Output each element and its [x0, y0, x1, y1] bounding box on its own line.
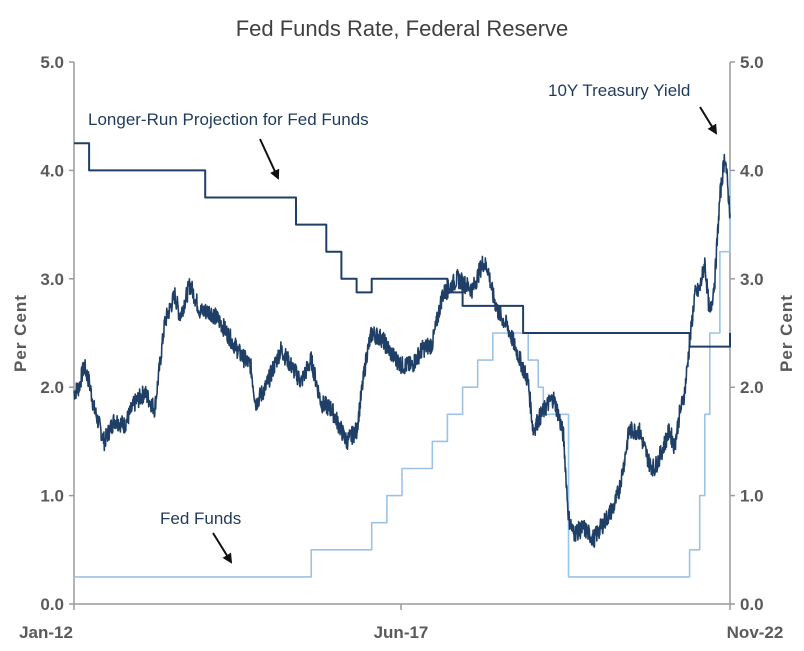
projection-arrow: [259, 138, 280, 180]
chart-title: Fed Funds Rate, Federal Reserve: [236, 16, 569, 41]
treasury-series-line: [73, 153, 731, 548]
plot-area: 0.0 0.0 1.0 1.0 2.0 2.0 3.0 3.0 4.0 4.0 5.0 5.0 Jan-…: [19, 53, 783, 642]
right-y-axis-label: Per Cent: [777, 294, 796, 372]
x-tick-label-0: Jan-12: [19, 623, 73, 642]
ticks-group: 0.0 0.0 1.0 1.0 2.0 2.0 3.0 3.0 4.0 4.0 5.0 5.0 Jan-…: [19, 53, 783, 642]
y-tick-left-4: 4.0: [40, 161, 64, 180]
y-tick-right-3: 3.0: [740, 270, 764, 289]
x-tick-label-1: Jun-17: [374, 623, 429, 642]
y-tick-right-1: 1.0: [740, 487, 764, 506]
y-tick-right-5: 5.0: [740, 53, 764, 72]
y-tick-left-3: 3.0: [40, 270, 64, 289]
projection-series-line: [74, 142, 731, 348]
y-tick-left-1: 1.0: [40, 487, 64, 506]
fedfunds-arrow: [212, 532, 233, 564]
annotations-group: Longer-Run Projection for Fed Funds 10Y …: [88, 81, 718, 564]
fedfunds-annotation: Fed Funds: [160, 509, 241, 528]
y-tick-right-2: 2.0: [740, 378, 764, 397]
treasury-annotation: 10Y Treasury Yield: [548, 81, 690, 100]
y-tick-right-4: 4.0: [740, 161, 764, 180]
treasury-arrow: [699, 106, 718, 135]
projection-annotation: Longer-Run Projection for Fed Funds: [88, 110, 369, 129]
y-tick-left-2: 2.0: [40, 378, 64, 397]
y-tick-right-0: 0.0: [740, 595, 764, 614]
y-tick-left-0: 0.0: [40, 595, 64, 614]
x-tick-label-2: Nov-22: [727, 623, 784, 642]
y-tick-left-5: 5.0: [40, 53, 64, 72]
series-group: [73, 142, 731, 578]
left-y-axis-label: Per Cent: [11, 294, 30, 372]
